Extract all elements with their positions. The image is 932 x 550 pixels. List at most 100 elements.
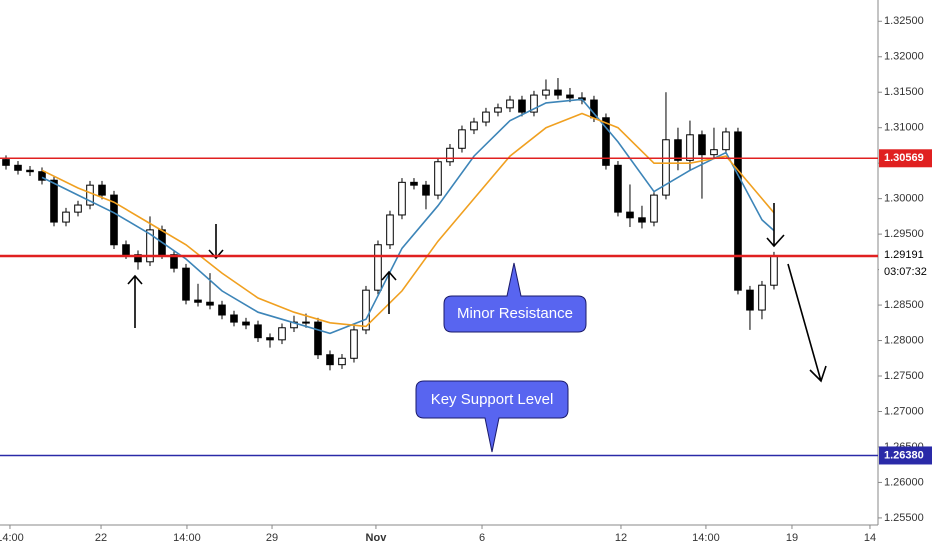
x-tick-label: 6 [479, 532, 485, 544]
price-tag [879, 149, 932, 168]
x-tick-label: 29 [266, 532, 278, 544]
candle-body [254, 324, 262, 339]
x-tick-label: Nov [366, 532, 388, 544]
candle-body [302, 321, 310, 324]
candle-body [518, 99, 526, 113]
callout-box [443, 262, 587, 333]
candle-body [218, 304, 226, 316]
candle-body [686, 134, 694, 161]
annotation: Minor Resistance [457, 305, 573, 322]
candle-body [242, 321, 250, 326]
y-tick-label: 1.28500 [884, 299, 924, 311]
candle-body [746, 289, 754, 311]
y-tick-label: 1.32000 [884, 51, 924, 63]
candle-body [698, 134, 706, 156]
price-tag [879, 446, 932, 465]
x-tick-label: 22 [95, 532, 107, 544]
candle-body [650, 194, 658, 223]
price-tag-label: 1.30569 [884, 152, 924, 164]
candle-body [230, 314, 238, 323]
candle-body [374, 244, 382, 291]
moving-average-line [41, 98, 775, 335]
price-tag [879, 247, 932, 284]
x-tick-label: 12 [615, 532, 627, 544]
x-tick-label: 14:00 [173, 532, 201, 544]
candle-body [770, 255, 778, 286]
candle-body [62, 211, 70, 223]
arrow-up [381, 270, 397, 314]
candle-body [338, 357, 346, 366]
arrow-projection [787, 263, 827, 383]
y-tick-label: 1.31000 [884, 122, 924, 134]
annotation: Key Support Level [431, 391, 554, 408]
candle-body [266, 337, 274, 341]
y-tick-label: 1.32500 [884, 15, 924, 27]
candle-body [482, 111, 490, 123]
y-tick-label: 1.30000 [884, 193, 924, 205]
candle-body [458, 129, 466, 149]
arrow-up [127, 274, 143, 328]
candle-body [398, 181, 406, 216]
candle-body [278, 327, 286, 341]
candle-body [674, 139, 682, 161]
candle-body [350, 329, 358, 359]
candle-body [314, 321, 322, 356]
candle-body [758, 284, 766, 311]
candle-body [86, 184, 94, 206]
candle-body [98, 184, 106, 196]
arrow-down [208, 224, 224, 260]
x-tick-label: 14:00 [692, 532, 720, 544]
candle-body [470, 121, 478, 131]
candle-body [194, 299, 202, 303]
y-tick-label: 1.27500 [884, 370, 924, 382]
candle-body [26, 169, 34, 173]
candle-body [134, 254, 142, 263]
candle-body [614, 164, 622, 213]
candle-body [14, 164, 22, 171]
y-tick-label: 1.26000 [884, 476, 924, 488]
candle-body [38, 171, 46, 181]
candle-body [542, 89, 550, 96]
candle-body [566, 94, 574, 99]
price-tag-sublabel: 03:07:32 [884, 266, 927, 278]
candle-body [2, 159, 10, 166]
price-tag-label: 1.29191 [884, 249, 924, 261]
candle-body [494, 107, 502, 113]
candle-body [50, 179, 58, 223]
candle-body [710, 149, 718, 156]
candle-body [110, 194, 118, 246]
x-tick-label: 19 [786, 532, 798, 544]
y-tick-label: 1.31500 [884, 86, 924, 98]
arrows [127, 203, 827, 383]
y-tick-label: 1.27000 [884, 405, 924, 417]
candle-body [74, 204, 82, 213]
candle-body [530, 94, 538, 113]
candle-body [410, 181, 418, 186]
candle-body [554, 89, 562, 96]
candle-body [446, 147, 454, 163]
callout-box [415, 380, 569, 453]
y-tick-label: 1.29500 [884, 228, 924, 240]
y-tick-label: 1.25500 [884, 512, 924, 524]
candle-body [170, 254, 178, 269]
arrow-down [766, 203, 785, 248]
candle-body [434, 161, 442, 196]
candle-body [626, 211, 634, 219]
candle-body [722, 131, 730, 151]
x-tick-label: 14 [864, 532, 876, 544]
y-tick-label: 1.28000 [884, 334, 924, 346]
moving-average-line [41, 112, 775, 328]
candle-body [386, 214, 394, 246]
candle-body [122, 244, 130, 256]
candle-body [146, 229, 154, 263]
candle-body [734, 131, 742, 291]
price-tag-label: 1.26380 [884, 449, 924, 461]
candle-body [662, 139, 670, 196]
callout: Minor Resistance Key Support Level [415, 262, 587, 453]
candle-body [602, 117, 610, 166]
candle-body [362, 289, 370, 331]
x-tick-label: 14:00 [0, 532, 24, 544]
candle-body [206, 301, 214, 306]
